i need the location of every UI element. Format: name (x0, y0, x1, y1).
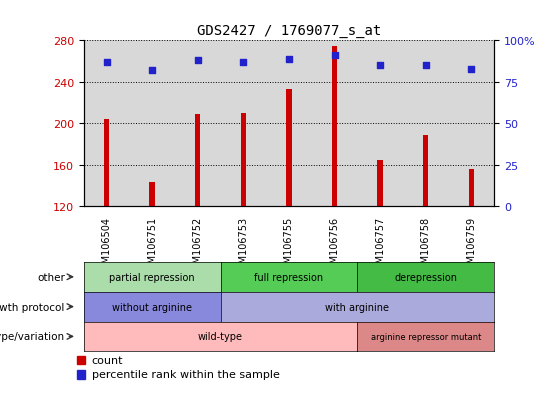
Bar (150, 183, 155, 206)
Bar (104, 120, 109, 206)
Point (285, 56, 293, 63)
Text: arginine repressor mutant: arginine repressor mutant (370, 332, 481, 341)
Bar (77, 370, 85, 379)
Bar (423, 135, 428, 206)
Bar (469, 169, 474, 206)
Point (467, 66, 476, 73)
Point (148, 68, 157, 74)
Text: growth protocol: growth protocol (0, 302, 65, 312)
Bar (195, 115, 200, 206)
Point (193, 58, 202, 64)
Point (330, 53, 339, 59)
Text: derepression: derepression (394, 272, 457, 282)
Bar (286, 90, 292, 206)
Bar (240, 114, 246, 206)
Text: count: count (92, 355, 123, 365)
Bar (377, 161, 383, 206)
Text: with arginine: with arginine (325, 302, 389, 312)
Text: partial repression: partial repression (109, 272, 195, 282)
Bar (77, 356, 85, 365)
Text: without arginine: without arginine (112, 302, 192, 312)
Point (421, 63, 430, 69)
Point (102, 59, 111, 66)
Point (376, 63, 384, 69)
Text: genotype/variation: genotype/variation (0, 332, 65, 342)
Text: percentile rank within the sample: percentile rank within the sample (92, 369, 280, 380)
Title: GDS2427 / 1769077_s_at: GDS2427 / 1769077_s_at (197, 24, 381, 38)
Text: full repression: full repression (254, 272, 323, 282)
Bar (332, 47, 338, 207)
Text: wild-type: wild-type (198, 332, 243, 342)
Point (239, 59, 248, 66)
Text: other: other (37, 272, 65, 282)
